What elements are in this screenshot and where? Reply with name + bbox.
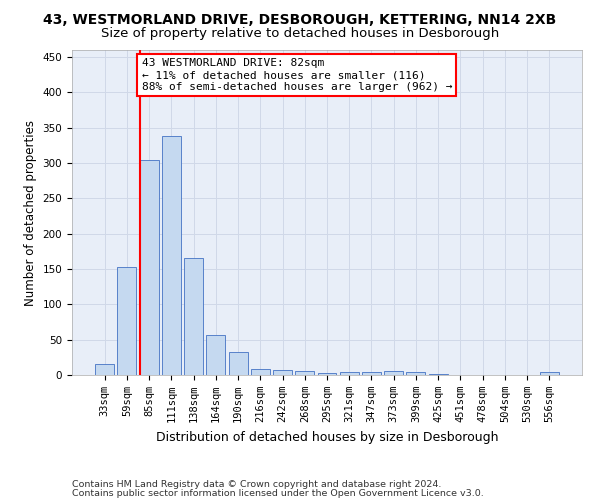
Bar <box>162 136 181 375</box>
Bar <box>273 370 292 375</box>
X-axis label: Distribution of detached houses by size in Desborough: Distribution of detached houses by size … <box>156 430 498 444</box>
Text: Size of property relative to detached houses in Desborough: Size of property relative to detached ho… <box>101 28 499 40</box>
Bar <box>229 352 248 375</box>
Bar <box>406 372 425 375</box>
Text: 43, WESTMORLAND DRIVE, DESBOROUGH, KETTERING, NN14 2XB: 43, WESTMORLAND DRIVE, DESBOROUGH, KETTE… <box>43 12 557 26</box>
Bar <box>384 372 403 375</box>
Bar <box>118 267 136 375</box>
Text: 43 WESTMORLAND DRIVE: 82sqm
← 11% of detached houses are smaller (116)
88% of se: 43 WESTMORLAND DRIVE: 82sqm ← 11% of det… <box>142 58 452 92</box>
Bar <box>140 160 158 375</box>
Bar <box>206 334 225 375</box>
Bar <box>429 374 448 375</box>
Bar <box>362 372 381 375</box>
Bar <box>340 372 359 375</box>
Text: Contains public sector information licensed under the Open Government Licence v3: Contains public sector information licen… <box>72 488 484 498</box>
Bar <box>295 372 314 375</box>
Bar <box>184 258 203 375</box>
Text: Contains HM Land Registry data © Crown copyright and database right 2024.: Contains HM Land Registry data © Crown c… <box>72 480 442 489</box>
Bar <box>251 368 270 375</box>
Y-axis label: Number of detached properties: Number of detached properties <box>24 120 37 306</box>
Bar <box>317 373 337 375</box>
Bar <box>95 364 114 375</box>
Bar <box>540 372 559 375</box>
